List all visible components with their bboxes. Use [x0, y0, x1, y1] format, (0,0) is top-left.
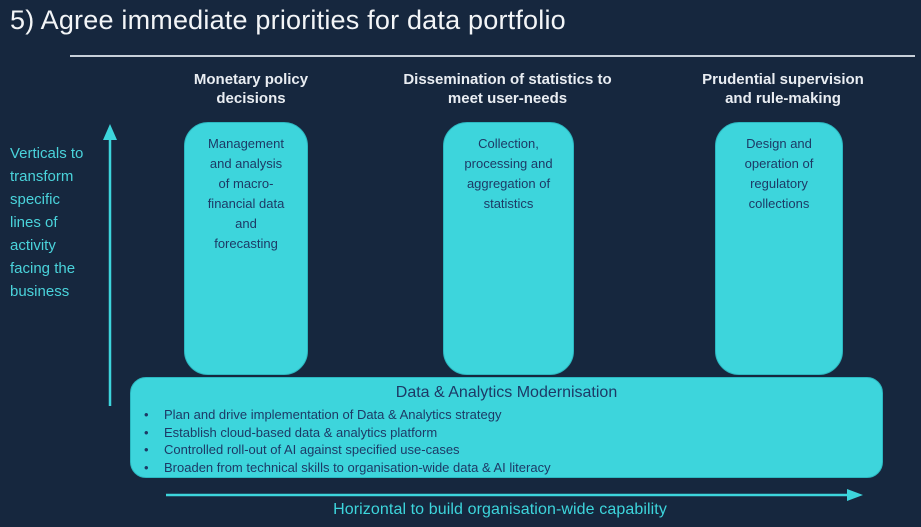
- vertical-box-text: Design and operation of regulatory colle…: [744, 136, 814, 211]
- bullet-item: Establish cloud-based data & analytics p…: [131, 424, 882, 442]
- page-title: 5) Agree immediate priorities for data p…: [10, 5, 566, 35]
- column-header-monetary-policy: Monetary policy decisions: [193, 71, 309, 107]
- modernisation-title: Data & Analytics Modernisation: [395, 384, 618, 401]
- bullet-item: Controlled roll-out of AI against specif…: [131, 441, 882, 459]
- bullet-text: Plan and drive implementation of Data & …: [164, 407, 502, 422]
- bullet-item: Broaden from technical skills to organis…: [131, 459, 882, 477]
- title-divider: [70, 55, 915, 57]
- bullet-text: Establish cloud-based data & analytics p…: [164, 424, 438, 440]
- right-arrow-icon: [166, 489, 863, 501]
- vertical-box-prudential-supervision: Design and operation of regulatory colle…: [715, 122, 843, 375]
- modernisation-box: Data & Analytics Modernisation Plan and …: [130, 377, 883, 478]
- bullet-item: Plan and drive implementation of Data & …: [131, 406, 882, 424]
- column-header-dissemination-statistics: Dissemination of statistics to meet user…: [403, 71, 612, 107]
- modernisation-bullet-list: Plan and drive implementation of Data & …: [131, 406, 882, 476]
- horizontal-axis-label: Horizontal to build organisation-wide ca…: [333, 501, 667, 518]
- bullet-text: Broaden from technical skills to organis…: [164, 459, 551, 475]
- column-header-prudential-supervision: Prudential supervision and rule-making: [702, 71, 864, 107]
- vertical-box-dissemination-statistics: Collection, processing and aggregation o…: [443, 122, 574, 375]
- vertical-box-text: Collection, processing and aggregation o…: [464, 136, 553, 211]
- bullet-text: Controlled roll-out of AI against specif…: [164, 442, 460, 457]
- vertical-box-monetary-policy: Management and analysis of macro- financ…: [184, 122, 308, 375]
- vertical-box-text: Management and analysis of macro- financ…: [207, 136, 285, 251]
- verticals-axis-label: Verticals to transform specific lines of…: [10, 145, 84, 300]
- up-arrow-icon: [103, 124, 117, 406]
